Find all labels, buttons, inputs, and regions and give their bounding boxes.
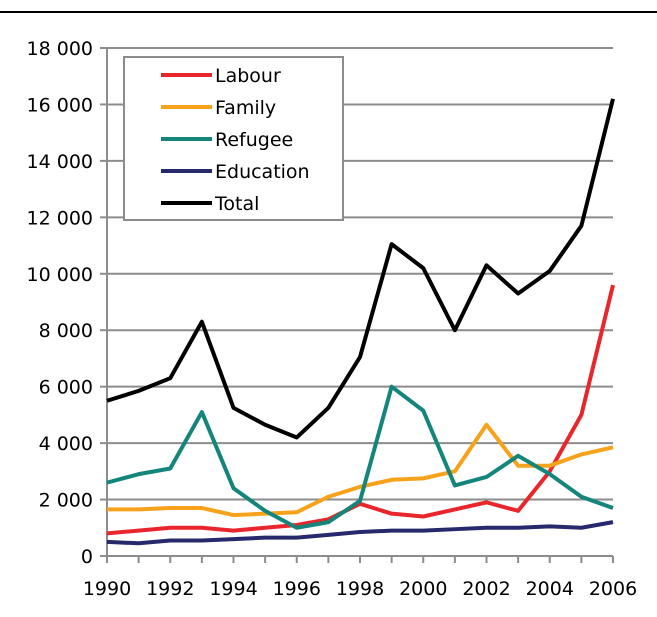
y-tick-label: 8 000 (39, 320, 93, 342)
series-line-refugee (106, 384, 614, 530)
y-tick-label: 16 000 (27, 94, 93, 116)
legend-box (123, 56, 344, 221)
x-tick-label: 1992 (146, 578, 194, 600)
x-tick-label: 2002 (462, 578, 510, 600)
tick-labels: 0 2 000 4 000 6 000 8 000 10 000 12 000 14 000 1… (27, 38, 638, 600)
series-line-education (106, 520, 614, 546)
x-tick-label: 2004 (526, 578, 574, 600)
legend-label: Refugee (215, 129, 293, 151)
legend-label: Labour (215, 65, 281, 87)
series-line-labour (106, 284, 615, 536)
legend: Labour Family Refugee Education Total (123, 56, 344, 221)
y-tick-label: 18 000 (27, 38, 93, 60)
legend-label: Total (214, 193, 259, 215)
x-tick-label: 2006 (589, 578, 637, 600)
series-lines (106, 98, 615, 546)
axes (100, 47, 614, 563)
top-rule (0, 11, 657, 13)
y-tick-label: 6 000 (39, 377, 93, 399)
y-tick-label: 10 000 (27, 264, 93, 286)
legend-label: Education (215, 161, 310, 183)
y-tick-label: 14 000 (27, 151, 93, 173)
x-tick-label: 1996 (273, 578, 321, 600)
series-line-total (106, 98, 615, 440)
series-line-family (107, 422, 614, 518)
x-tick-label: 1990 (83, 578, 131, 600)
x-tick-label: 2000 (399, 578, 447, 600)
x-tick-label: 1998 (336, 578, 384, 600)
y-tick-label: 0 (81, 546, 93, 568)
y-tick-label: 12 000 (27, 207, 93, 229)
legend-label: Family (215, 97, 276, 119)
y-tick-label: 4 000 (39, 433, 93, 455)
x-tick-label: 1994 (209, 578, 257, 600)
y-tick-label: 2 000 (39, 490, 93, 512)
